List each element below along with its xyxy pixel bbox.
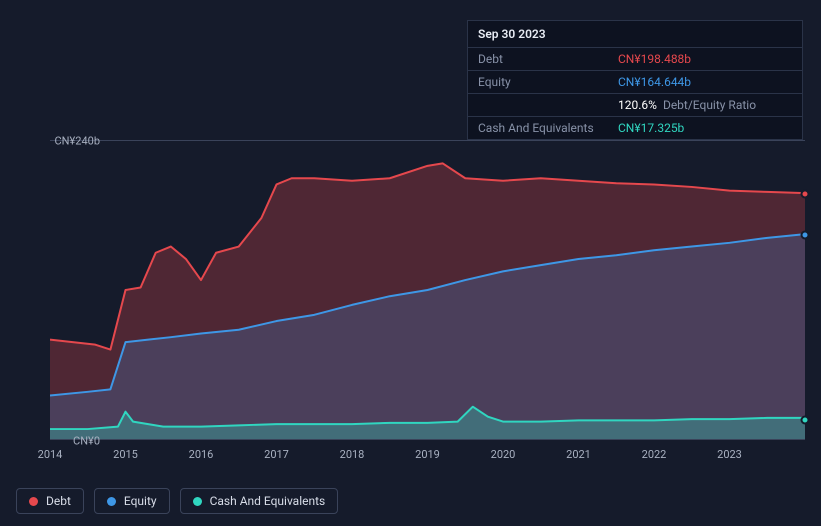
x-axis: 2014201520162017201820192020202120222023 (50, 448, 805, 468)
tooltip-row-label (478, 98, 618, 112)
x-axis-label: 2022 (642, 448, 667, 461)
legend-item[interactable]: Cash And Equivalents (180, 488, 339, 514)
tooltip-row-extra: Debt/Equity Ratio (663, 98, 756, 112)
tooltip-row: Cash And EquivalentsCN¥17.325b (468, 117, 802, 139)
tooltip-row: EquityCN¥164.644b (468, 71, 802, 94)
tooltip-row-value: CN¥164.644b (618, 75, 792, 89)
tooltip-row-label: Debt (478, 52, 618, 66)
tooltip-row-label: Equity (478, 75, 618, 89)
tooltip-row-value: CN¥17.325b (618, 121, 792, 135)
y-axis-label: CN¥240b (54, 135, 100, 148)
legend-item[interactable]: Equity (94, 488, 170, 514)
chart-plot-area[interactable]: CN¥240bCN¥0 (50, 140, 805, 440)
series-end-marker (801, 230, 810, 239)
x-axis-label: 2016 (189, 448, 214, 461)
legend-label: Cash And Equivalents (210, 494, 326, 508)
x-axis-label: 2019 (415, 448, 440, 461)
x-axis-label: 2023 (717, 448, 742, 461)
x-axis-label: 2020 (491, 448, 516, 461)
legend-label: Debt (46, 494, 71, 508)
tooltip-row-value: CN¥198.488b (618, 52, 792, 66)
tooltip-panel: Sep 30 2023 DebtCN¥198.488bEquityCN¥164.… (467, 20, 803, 140)
legend-swatch-icon (29, 497, 38, 506)
x-axis-label: 2014 (38, 448, 63, 461)
chart-container: CN¥240bCN¥0 2014201520162017201820192020… (16, 120, 805, 480)
tooltip-row: DebtCN¥198.488b (468, 48, 802, 71)
legend-swatch-icon (193, 497, 202, 506)
legend-swatch-icon (107, 497, 116, 506)
series-end-marker (801, 415, 810, 424)
legend-label: Equity (124, 494, 157, 508)
x-axis-label: 2021 (566, 448, 591, 461)
series-end-marker (801, 189, 810, 198)
chart-legend: Debt Equity Cash And Equivalents (16, 488, 338, 514)
tooltip-title: Sep 30 2023 (468, 21, 802, 48)
x-axis-label: 2017 (264, 448, 289, 461)
legend-item[interactable]: Debt (16, 488, 84, 514)
x-axis-label: 2015 (113, 448, 138, 461)
tooltip-row-label: Cash And Equivalents (478, 121, 618, 135)
x-axis-label: 2018 (340, 448, 365, 461)
tooltip-row-value: 120.6%Debt/Equity Ratio (618, 98, 792, 112)
tooltip-row: 120.6%Debt/Equity Ratio (468, 94, 802, 117)
y-axis-label: CN¥0 (73, 435, 100, 448)
